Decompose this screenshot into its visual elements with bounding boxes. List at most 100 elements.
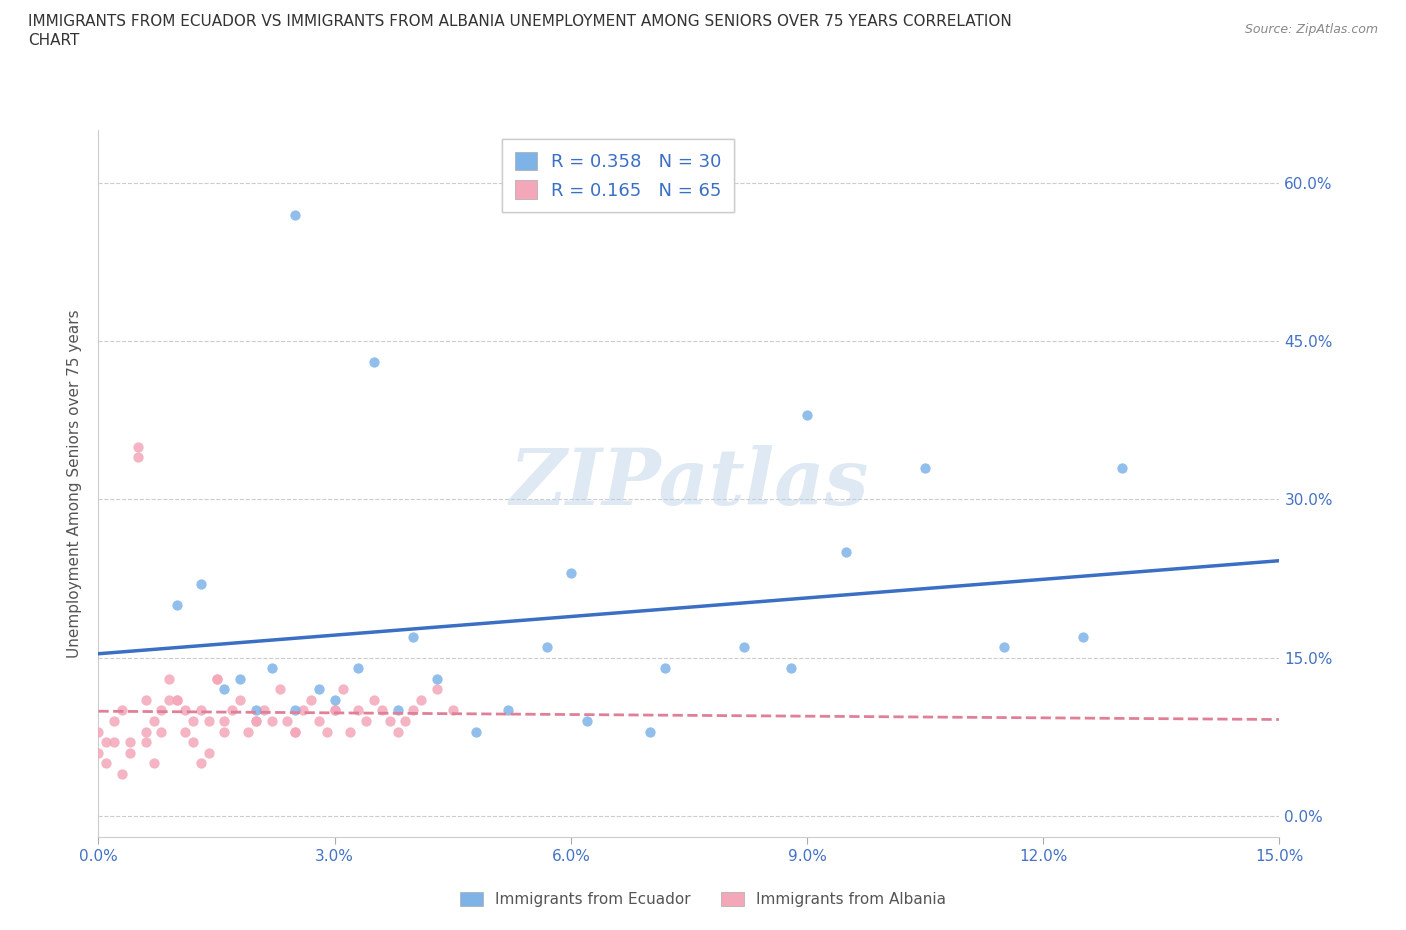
Point [733,640,755,655]
Point [1111,460,1133,475]
Point [245,703,267,718]
Point [166,693,188,708]
Point [150,724,173,739]
Point [197,713,219,728]
Point [245,713,267,728]
Point [190,756,212,771]
Point [796,407,818,422]
Point [157,693,180,708]
Legend: R = 0.358   N = 30, R = 0.165   N = 65: R = 0.358 N = 30, R = 0.165 N = 65 [502,140,734,212]
Point [214,724,236,739]
Point [441,703,464,718]
Point [174,724,197,739]
Point [363,355,385,370]
Point [654,661,676,676]
Point [284,724,307,739]
Point [229,693,252,708]
Point [575,713,598,728]
Point [299,693,322,708]
Point [536,640,558,655]
Point [269,682,291,697]
Point [465,724,488,739]
Point [150,703,173,718]
Point [638,724,661,739]
Point [284,207,307,222]
Point [402,629,425,644]
Point [323,693,346,708]
Point [315,724,337,739]
Point [284,703,307,718]
Point [174,703,197,718]
Point [308,682,330,697]
Point [387,703,409,718]
Point [835,545,858,560]
Text: CHART: CHART [28,33,80,47]
Point [354,713,377,728]
Point [347,703,370,718]
Point [96,756,118,771]
Point [308,713,330,728]
Point [387,724,409,739]
Point [284,724,307,739]
Point [190,703,212,718]
Point [560,565,582,580]
Point [426,682,449,697]
Point [426,671,449,686]
Point [181,713,204,728]
Y-axis label: Unemployment Among Seniors over 75 years: Unemployment Among Seniors over 75 years [67,310,83,658]
Point [371,703,394,718]
Point [142,713,165,728]
Point [496,703,519,718]
Point [87,745,110,760]
Point [205,671,228,686]
Point [127,450,149,465]
Point [157,671,180,686]
Point [103,735,125,750]
Point [142,756,165,771]
Point [260,713,283,728]
Point [402,703,425,718]
Point [260,661,283,676]
Point [87,724,110,739]
Point [118,735,141,750]
Point [166,597,188,612]
Point [1071,629,1094,644]
Point [292,703,315,718]
Point [914,460,936,475]
Point [780,661,803,676]
Point [135,724,157,739]
Point [236,724,259,739]
Point [197,745,219,760]
Point [363,693,385,708]
Point [253,703,276,718]
Text: IMMIGRANTS FROM ECUADOR VS IMMIGRANTS FROM ALBANIA UNEMPLOYMENT AMONG SENIORS OV: IMMIGRANTS FROM ECUADOR VS IMMIGRANTS FR… [28,14,1012,29]
Point [332,682,354,697]
Point [135,735,157,750]
Point [135,693,157,708]
Point [323,703,346,718]
Point [339,724,361,739]
Point [993,640,1015,655]
Point [221,703,243,718]
Point [166,693,188,708]
Point [190,577,212,591]
Point [394,713,416,728]
Text: Source: ZipAtlas.com: Source: ZipAtlas.com [1244,23,1378,36]
Point [103,713,125,728]
Point [118,745,141,760]
Point [214,682,236,697]
Point [181,735,204,750]
Point [111,703,134,718]
Point [127,439,149,454]
Point [111,766,134,781]
Point [96,735,118,750]
Point [323,703,346,718]
Point [347,661,370,676]
Point [378,713,401,728]
Text: ZIPatlas: ZIPatlas [509,445,869,522]
Point [205,671,228,686]
Point [229,671,252,686]
Point [214,713,236,728]
Point [411,693,433,708]
Point [276,713,298,728]
